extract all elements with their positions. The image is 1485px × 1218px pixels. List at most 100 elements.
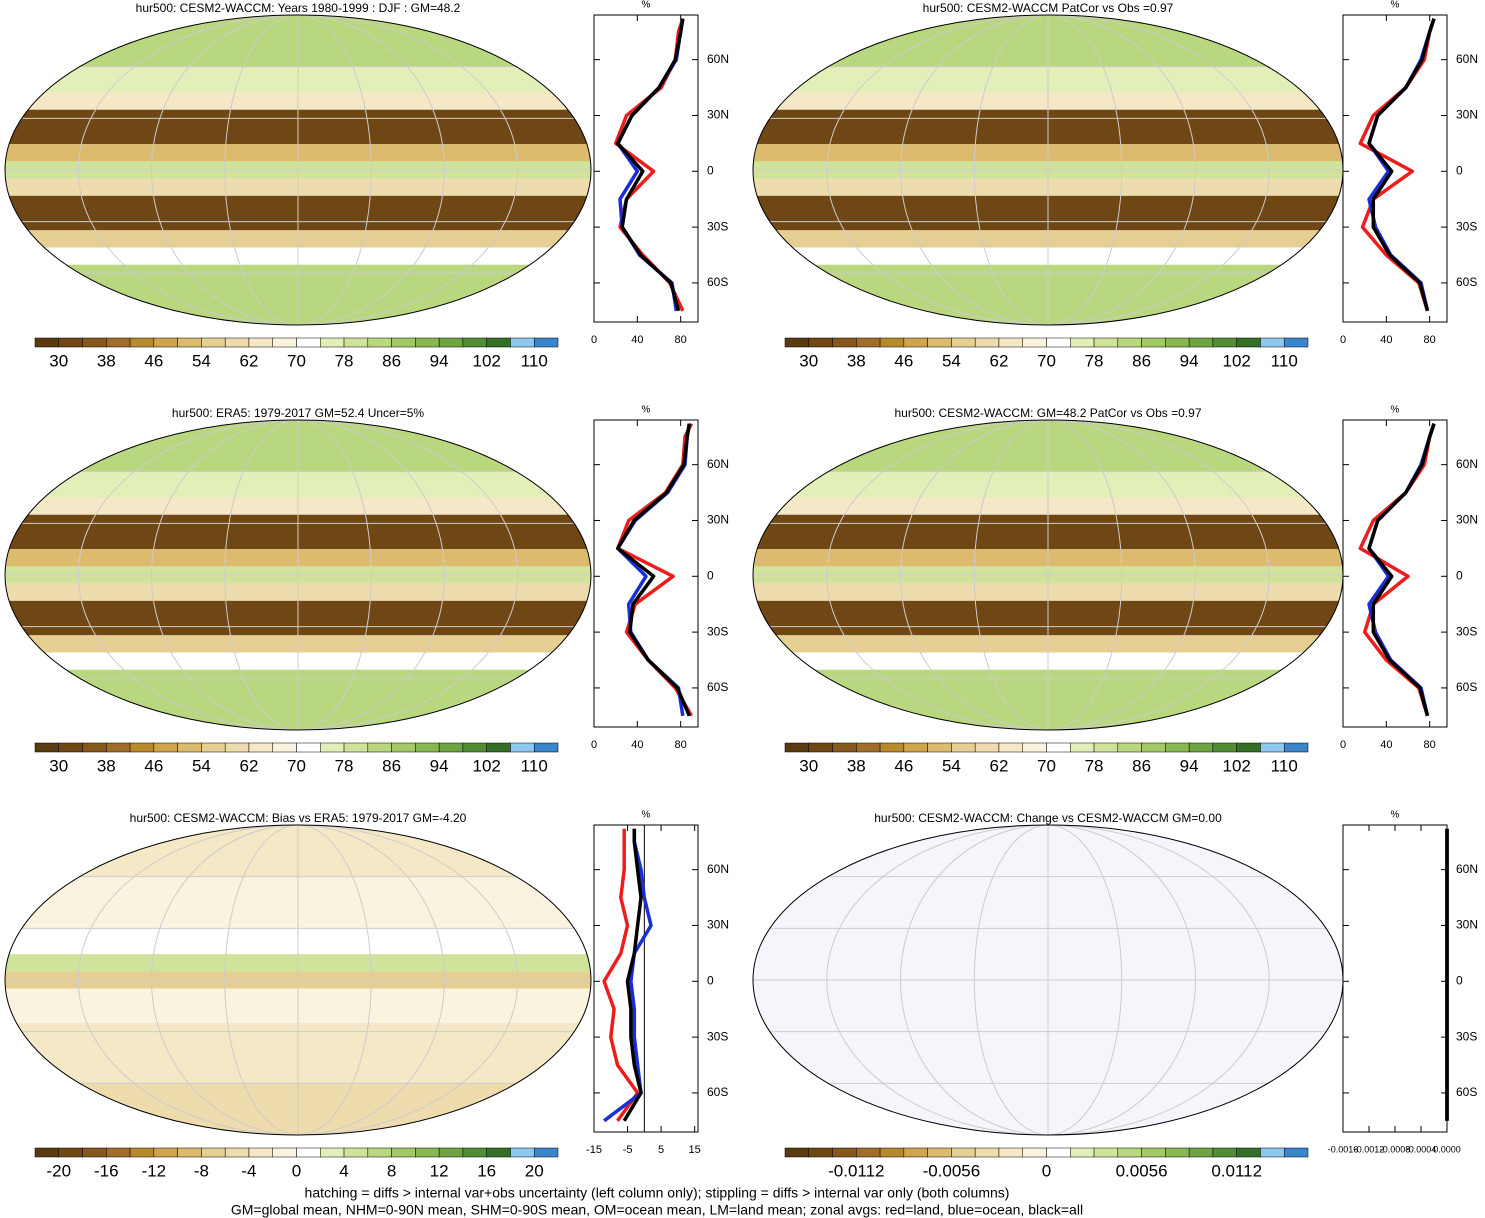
colorbar-box <box>248 742 273 753</box>
colorbar-box <box>462 742 487 753</box>
x-axis-label: % <box>1391 0 1400 11</box>
colorbar-box <box>129 337 155 348</box>
colorbar-label: -0.0112 <box>828 1161 884 1180</box>
x-axis-label: % <box>1391 810 1400 821</box>
map <box>753 420 1343 730</box>
colorbar-box <box>1070 742 1095 753</box>
colorbar-box <box>1212 337 1237 348</box>
graticule <box>224 420 372 730</box>
colorbar-box <box>808 337 833 348</box>
colorbar-box <box>201 742 226 753</box>
colorbar-box <box>320 337 345 348</box>
colorbar-box <box>1212 1147 1237 1158</box>
graticule <box>826 825 1270 1135</box>
zonal-frame <box>1342 14 1448 323</box>
colorbar-label: -0.0056 <box>923 1161 981 1180</box>
graticule <box>900 15 1196 325</box>
colorbar-box <box>224 1147 250 1158</box>
colorbar-box <box>808 742 833 753</box>
colorbar-box <box>879 337 905 348</box>
colorbar-label: 38 <box>847 351 866 370</box>
colorbar-box <box>58 337 83 348</box>
x-tick-label: 15 <box>689 1144 701 1156</box>
colorbar-label: -4 <box>241 1161 256 1180</box>
colorbar-label: 8 <box>387 1161 396 1180</box>
y-tick-label: 30N <box>707 108 729 122</box>
colorbar-box <box>343 742 369 753</box>
colorbar-label: 102 <box>1222 351 1250 370</box>
colorbar-box <box>462 337 487 348</box>
colorbar-label: 0.0112 <box>1211 1161 1262 1180</box>
colorbar-box <box>129 742 155 753</box>
zonal-line <box>1358 423 1436 717</box>
colorbar-box <box>486 337 511 348</box>
colorbar-box <box>856 1147 881 1158</box>
colorbar-box <box>1165 742 1190 753</box>
colorbar-box <box>391 742 416 753</box>
colorbar-label: 102 <box>472 756 500 775</box>
x-tick-label: -5 <box>623 1144 633 1156</box>
colorbar-box <box>201 337 226 348</box>
x-tick-label: -0.0008 <box>1380 1144 1411 1154</box>
map <box>5 420 591 730</box>
x-tick-label: 0.0000 <box>1433 1144 1461 1154</box>
colorbar-label: 46 <box>144 756 163 775</box>
x-tick-label: -0.0012 <box>1354 1144 1385 1154</box>
y-tick-label: 0 <box>707 163 714 177</box>
zonal-line <box>622 828 643 1122</box>
colorbar-box <box>927 1147 952 1158</box>
colorbar-box <box>367 337 392 348</box>
colorbar-box <box>1046 337 1071 348</box>
colorbar-label: 62 <box>239 351 258 370</box>
colorbar-box <box>974 1147 1000 1158</box>
colorbar-box <box>1141 1147 1166 1158</box>
colorbar-box <box>1093 742 1119 753</box>
colorbar-box <box>1117 1147 1142 1158</box>
colorbar-box <box>224 742 250 753</box>
y-tick-label: 60S <box>707 680 728 694</box>
y-tick-label: 0 <box>707 568 714 582</box>
y-tick-label: 0 <box>1456 973 1463 987</box>
colorbar-box <box>1046 742 1071 753</box>
colorbar-box <box>510 1147 535 1158</box>
zonal-frame <box>1342 824 1448 1133</box>
graticule <box>77 15 519 325</box>
colorbar-label: 62 <box>989 756 1008 775</box>
colorbar-box <box>177 742 202 753</box>
graticule <box>973 15 1123 325</box>
colorbar-box <box>1212 742 1237 753</box>
colorbar-box <box>832 742 857 753</box>
colorbar-label: 78 <box>1085 351 1104 370</box>
zonal-line <box>616 18 685 312</box>
colorbar-box <box>998 742 1023 753</box>
colorbar-box <box>510 337 535 348</box>
colorbar-box <box>951 742 976 753</box>
colorbar-label: 70 <box>1037 351 1056 370</box>
colorbar-label: 0 <box>1042 1161 1051 1180</box>
x-axis-label: % <box>642 0 651 11</box>
map <box>5 15 591 325</box>
map-border <box>4 419 592 731</box>
colorbar-label: 38 <box>847 756 866 775</box>
colorbar-box <box>343 337 369 348</box>
colorbar-box <box>153 1147 178 1158</box>
zonal-frame <box>593 14 699 323</box>
zonal-line <box>1367 18 1436 312</box>
colorbar-box <box>462 1147 487 1158</box>
graticule <box>77 420 519 730</box>
colorbar-label: 46 <box>144 351 163 370</box>
colorbar-box <box>533 1147 559 1158</box>
colorbar-label: 54 <box>942 756 961 775</box>
colorbar-box <box>903 337 928 348</box>
colorbar-box <box>106 1147 131 1158</box>
y-tick-label: 60S <box>1456 275 1477 289</box>
colorbar-label: 110 <box>521 756 548 775</box>
colorbar-box <box>879 1147 905 1158</box>
colorbar-label: 38 <box>97 756 116 775</box>
colorbar-box <box>832 337 857 348</box>
x-tick-label: 5 <box>658 1144 664 1156</box>
x-tick-label: 0 <box>1340 739 1346 751</box>
colorbar-label: 110 <box>1271 756 1298 775</box>
colorbar-label: 110 <box>1271 351 1298 370</box>
